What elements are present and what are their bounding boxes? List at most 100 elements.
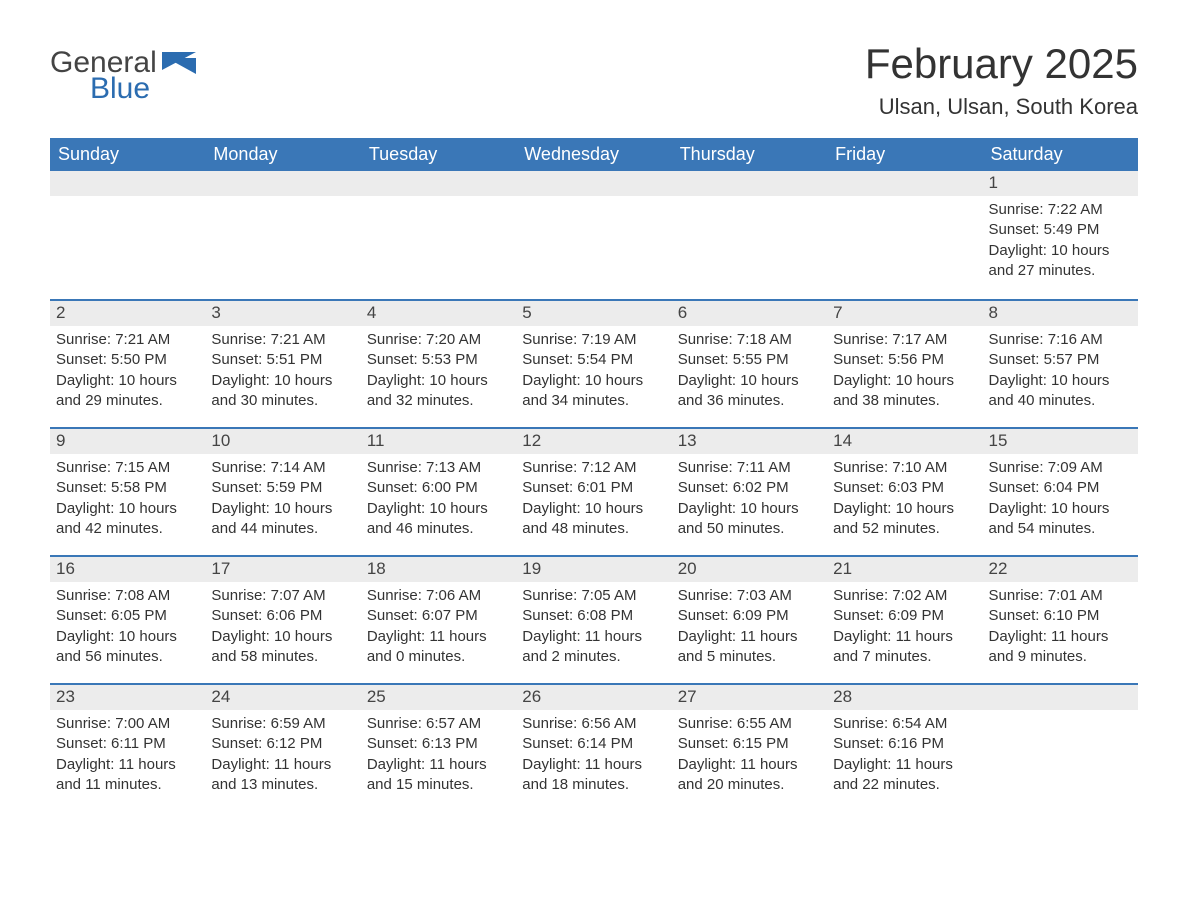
weekday-header: Tuesday xyxy=(361,138,516,171)
daylight-line: Daylight: 11 hours and 2 minutes. xyxy=(522,627,665,668)
calendar-grid: Sunday Monday Tuesday Wednesday Thursday… xyxy=(50,138,1138,811)
day-number: 22 xyxy=(983,557,1138,582)
daylight-line: Daylight: 10 hours and 48 minutes. xyxy=(522,499,665,540)
calendar-day: 11Sunrise: 7:13 AMSunset: 6:00 PMDayligh… xyxy=(361,429,516,555)
sunrise-line: Sunrise: 7:09 AM xyxy=(989,458,1132,478)
sunrise-line: Sunrise: 7:17 AM xyxy=(833,330,976,350)
sunset-line: Sunset: 6:13 PM xyxy=(367,734,510,754)
calendar-day: 21Sunrise: 7:02 AMSunset: 6:09 PMDayligh… xyxy=(827,557,982,683)
daylight-line: Daylight: 11 hours and 18 minutes. xyxy=(522,755,665,796)
location-subtitle: Ulsan, Ulsan, South Korea xyxy=(865,94,1138,120)
sunset-line: Sunset: 6:06 PM xyxy=(211,606,354,626)
weekday-header: Friday xyxy=(827,138,982,171)
sunrise-line: Sunrise: 7:13 AM xyxy=(367,458,510,478)
day-number: 19 xyxy=(516,557,671,582)
day-details: Sunrise: 7:16 AMSunset: 5:57 PMDaylight:… xyxy=(983,326,1138,421)
daylight-line: Daylight: 10 hours and 34 minutes. xyxy=(522,371,665,412)
calendar-day: 7Sunrise: 7:17 AMSunset: 5:56 PMDaylight… xyxy=(827,301,982,427)
calendar-day: 4Sunrise: 7:20 AMSunset: 5:53 PMDaylight… xyxy=(361,301,516,427)
sunset-line: Sunset: 5:51 PM xyxy=(211,350,354,370)
daylight-line: Daylight: 11 hours and 0 minutes. xyxy=(367,627,510,668)
sunset-line: Sunset: 6:08 PM xyxy=(522,606,665,626)
day-details xyxy=(50,196,205,210)
title-block: February 2025 Ulsan, Ulsan, South Korea xyxy=(865,40,1138,120)
sunset-line: Sunset: 6:09 PM xyxy=(678,606,821,626)
sunrise-line: Sunrise: 7:08 AM xyxy=(56,586,199,606)
day-number: 9 xyxy=(50,429,205,454)
sunset-line: Sunset: 5:49 PM xyxy=(989,220,1132,240)
day-number: 21 xyxy=(827,557,982,582)
sunrise-line: Sunrise: 6:59 AM xyxy=(211,714,354,734)
calendar-day: 17Sunrise: 7:07 AMSunset: 6:06 PMDayligh… xyxy=(205,557,360,683)
sunset-line: Sunset: 6:02 PM xyxy=(678,478,821,498)
day-number xyxy=(983,685,1138,710)
calendar-day: 5Sunrise: 7:19 AMSunset: 5:54 PMDaylight… xyxy=(516,301,671,427)
sunrise-line: Sunrise: 6:57 AM xyxy=(367,714,510,734)
daylight-line: Daylight: 11 hours and 9 minutes. xyxy=(989,627,1132,668)
day-number: 5 xyxy=(516,301,671,326)
calendar-day: 20Sunrise: 7:03 AMSunset: 6:09 PMDayligh… xyxy=(672,557,827,683)
calendar-day: 28Sunrise: 6:54 AMSunset: 6:16 PMDayligh… xyxy=(827,685,982,811)
brand-logo: General Blue xyxy=(50,40,196,104)
calendar-day: 10Sunrise: 7:14 AMSunset: 5:59 PMDayligh… xyxy=(205,429,360,555)
sunrise-line: Sunrise: 7:10 AM xyxy=(833,458,976,478)
sunset-line: Sunset: 6:03 PM xyxy=(833,478,976,498)
day-details xyxy=(205,196,360,210)
sunrise-line: Sunrise: 7:11 AM xyxy=(678,458,821,478)
calendar-day xyxy=(361,171,516,299)
sunrise-line: Sunrise: 7:15 AM xyxy=(56,458,199,478)
daylight-line: Daylight: 10 hours and 27 minutes. xyxy=(989,241,1132,282)
day-number: 2 xyxy=(50,301,205,326)
calendar-day: 27Sunrise: 6:55 AMSunset: 6:15 PMDayligh… xyxy=(672,685,827,811)
calendar-day: 3Sunrise: 7:21 AMSunset: 5:51 PMDaylight… xyxy=(205,301,360,427)
calendar-day: 23Sunrise: 7:00 AMSunset: 6:11 PMDayligh… xyxy=(50,685,205,811)
calendar-day: 6Sunrise: 7:18 AMSunset: 5:55 PMDaylight… xyxy=(672,301,827,427)
day-number: 23 xyxy=(50,685,205,710)
calendar-day xyxy=(827,171,982,299)
sunset-line: Sunset: 5:58 PM xyxy=(56,478,199,498)
calendar-day: 19Sunrise: 7:05 AMSunset: 6:08 PMDayligh… xyxy=(516,557,671,683)
daylight-line: Daylight: 11 hours and 20 minutes. xyxy=(678,755,821,796)
daylight-line: Daylight: 11 hours and 13 minutes. xyxy=(211,755,354,796)
sunrise-line: Sunrise: 7:01 AM xyxy=(989,586,1132,606)
daylight-line: Daylight: 10 hours and 30 minutes. xyxy=(211,371,354,412)
day-number: 14 xyxy=(827,429,982,454)
day-details xyxy=(672,196,827,210)
sunrise-line: Sunrise: 6:56 AM xyxy=(522,714,665,734)
daylight-line: Daylight: 11 hours and 22 minutes. xyxy=(833,755,976,796)
day-details: Sunrise: 7:08 AMSunset: 6:05 PMDaylight:… xyxy=(50,582,205,677)
day-details: Sunrise: 7:02 AMSunset: 6:09 PMDaylight:… xyxy=(827,582,982,677)
day-number xyxy=(50,171,205,196)
sunset-line: Sunset: 6:12 PM xyxy=(211,734,354,754)
daylight-line: Daylight: 10 hours and 29 minutes. xyxy=(56,371,199,412)
calendar-day xyxy=(50,171,205,299)
daylight-line: Daylight: 10 hours and 36 minutes. xyxy=(678,371,821,412)
day-number xyxy=(827,171,982,196)
weekday-header: Thursday xyxy=(672,138,827,171)
sunset-line: Sunset: 5:57 PM xyxy=(989,350,1132,370)
sunset-line: Sunset: 5:50 PM xyxy=(56,350,199,370)
daylight-line: Daylight: 10 hours and 40 minutes. xyxy=(989,371,1132,412)
sunrise-line: Sunrise: 7:19 AM xyxy=(522,330,665,350)
day-number: 24 xyxy=(205,685,360,710)
day-details: Sunrise: 7:13 AMSunset: 6:00 PMDaylight:… xyxy=(361,454,516,549)
day-details xyxy=(827,196,982,210)
calendar-week: 9 Sunrise: 7:15 AMSunset: 5:58 PM Daylight… xyxy=(50,427,1138,555)
sunset-line: Sunset: 6:16 PM xyxy=(833,734,976,754)
day-details: Sunrise: 7:09 AMSunset: 6:04 PMDaylight:… xyxy=(983,454,1138,549)
calendar-day: 8Sunrise: 7:16 AMSunset: 5:57 PMDaylight… xyxy=(983,301,1138,427)
daylight-line: Daylight: 11 hours and 15 minutes. xyxy=(367,755,510,796)
calendar-day: 24 Sunrise: 6:59 AMSunset: 6:12 PMDayligh… xyxy=(205,685,360,811)
calendar-week: 1Sunrise: 7:22 AMSunset: 5:49 PMDaylight… xyxy=(50,171,1138,299)
day-details: Sunrise: 7:14 AMSunset: 5:59 PMDaylight:… xyxy=(205,454,360,549)
sunrise-line: Sunrise: 7:06 AM xyxy=(367,586,510,606)
sunrise-line: Sunrise: 7:18 AM xyxy=(678,330,821,350)
day-number: 16 xyxy=(50,557,205,582)
calendar-day: 15Sunrise: 7:09 AMSunset: 6:04 PMDayligh… xyxy=(983,429,1138,555)
day-details: Sunrise: 7:01 AMSunset: 6:10 PMDaylight:… xyxy=(983,582,1138,677)
sunset-line: Sunset: 5:53 PM xyxy=(367,350,510,370)
sunset-line: Sunset: 6:05 PM xyxy=(56,606,199,626)
sunset-line: Sunset: 5:55 PM xyxy=(678,350,821,370)
day-details: Sunrise: 6:55 AMSunset: 6:15 PMDaylight:… xyxy=(672,710,827,805)
day-details: Sunrise: 7:21 AMSunset: 5:50 PMDaylight:… xyxy=(50,326,205,421)
